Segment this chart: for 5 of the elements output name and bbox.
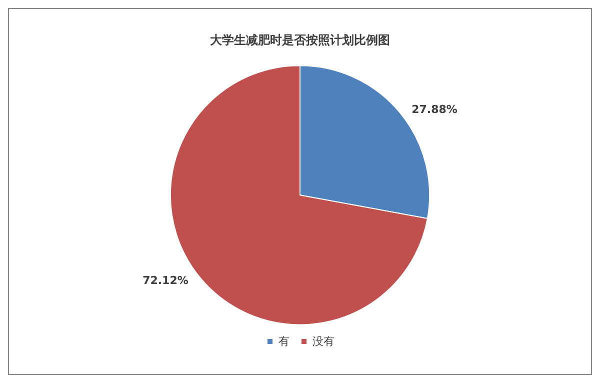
chart-title: 大学生减肥时是否按照计划比例图 [210, 33, 390, 47]
data-label: 72.12% [142, 274, 188, 288]
legend-label: 有 [278, 335, 290, 348]
data-label: 27.88% [412, 103, 458, 116]
legend-label: 没有 [312, 335, 334, 348]
